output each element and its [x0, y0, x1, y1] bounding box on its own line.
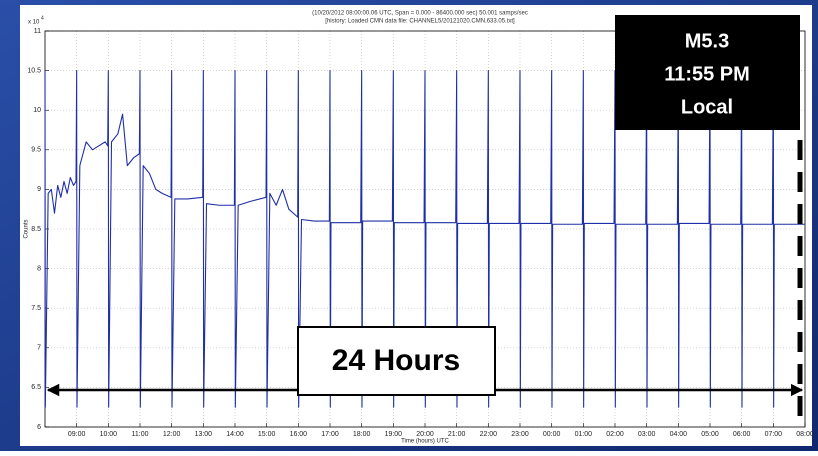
span-label: 24 Hours — [332, 344, 460, 377]
x-tick-label: 02:00 — [606, 431, 624, 438]
event-magnitude: M5.3 — [685, 30, 729, 52]
chart-subtitle: [history: Loaded CMN data file: CHANNEL5… — [325, 19, 515, 25]
span-box — [297, 326, 496, 396]
x-tick-label: 18:00 — [353, 431, 371, 438]
y-tick-label: 9.5 — [31, 147, 41, 154]
event-time: 11:55 PM — [664, 63, 750, 85]
x-tick-label: 10:00 — [100, 431, 118, 438]
x-tick-label: 16:00 — [290, 431, 308, 438]
y-tick-label: 6.5 — [31, 384, 41, 391]
x-tick-label: 05:00 — [701, 431, 719, 438]
y-multiplier: x 10 — [28, 20, 40, 26]
x-tick-label: 19:00 — [385, 431, 403, 438]
x-tick-label: 20:00 — [416, 431, 434, 438]
event-box — [615, 15, 800, 130]
y-tick-label: 7.5 — [31, 305, 41, 312]
y-tick-label: 8.5 — [31, 226, 41, 233]
x-tick-label: 08:00 — [796, 431, 814, 438]
y-tick-label: 8 — [37, 265, 41, 272]
x-axis-label: Time (hours) UTC — [401, 439, 449, 445]
x-tick-label: 09:00 — [68, 431, 86, 438]
x-tick-label: 07:00 — [765, 431, 783, 438]
x-tick-label: 13:00 — [195, 431, 213, 438]
x-tick-label: 00:00 — [543, 431, 561, 438]
event-zone: Local — [681, 96, 733, 118]
y-multiplier-exponent: 4 — [41, 15, 44, 21]
x-tick-label: 23:00 — [511, 431, 529, 438]
x-tick-label: 21:00 — [448, 431, 466, 438]
x-tick-label: 22:00 — [480, 431, 498, 438]
x-tick-label: 04:00 — [670, 431, 688, 438]
y-tick-label: 6 — [37, 424, 41, 431]
x-tick-label: 12:00 — [163, 431, 181, 438]
x-tick-label: 03:00 — [638, 431, 656, 438]
y-tick-label: 9 — [37, 186, 41, 193]
x-tick-label: 11:00 — [132, 431, 149, 438]
y-tick-label: 7 — [37, 345, 41, 352]
x-tick-label: 06:00 — [733, 431, 751, 438]
y-tick-label: 10 — [33, 107, 41, 114]
y-tick-label: 11 — [34, 28, 41, 35]
x-tick-label: 15:00 — [258, 431, 276, 438]
x-tick-label: 14:00 — [226, 431, 244, 438]
y-axis-label: Counts — [24, 219, 30, 238]
x-tick-label: 01:00 — [575, 431, 593, 438]
y-tick-label: 10.5 — [27, 67, 41, 74]
x-tick-label: 17:00 — [321, 431, 339, 438]
chart-title: (10/20/2012 08:00:00.06 UTC, Span = 0.00… — [312, 11, 528, 17]
